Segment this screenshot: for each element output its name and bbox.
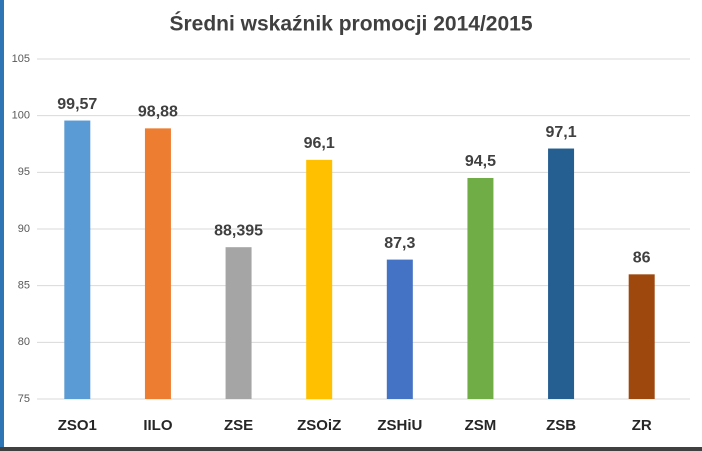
value-label: 98,88	[138, 104, 178, 121]
x-tick-label: IILO	[143, 417, 172, 434]
bar	[306, 159, 333, 399]
x-tick-label: ZSM	[465, 417, 497, 434]
value-label: 96,1	[304, 135, 335, 152]
value-label: 88,395	[214, 222, 263, 239]
frame-edge	[0, 447, 702, 451]
y-tick-label: 85	[18, 280, 30, 292]
bar	[225, 247, 252, 399]
bar	[144, 128, 171, 400]
x-tick-label: ZSE	[224, 417, 253, 434]
y-tick-label: 95	[18, 166, 30, 178]
bar	[628, 274, 655, 399]
x-tick-label: ZSHiU	[377, 417, 422, 434]
value-label: 94,5	[465, 153, 496, 170]
y-tick-label: 105	[12, 53, 30, 65]
x-tick-label: ZR	[632, 417, 652, 434]
y-tick-label: 90	[18, 223, 30, 235]
bar	[64, 120, 91, 399]
y-tick-label: 80	[18, 336, 30, 348]
value-label: 87,3	[384, 235, 415, 252]
value-label: 86	[633, 250, 651, 267]
bar	[467, 178, 494, 399]
bar	[548, 148, 575, 399]
frame-edge	[0, 0, 4, 451]
x-tick-label: ZSOiZ	[297, 417, 341, 434]
x-tick-label: ZSB	[546, 417, 576, 434]
bar	[386, 259, 413, 399]
y-tick-label: 75	[18, 393, 30, 405]
y-tick-label: 100	[12, 110, 30, 122]
chart-title: Średni wskaźnik promocji 2014/2015	[169, 12, 532, 36]
x-tick-label: ZSO1	[58, 417, 97, 434]
value-label: 99,57	[57, 96, 97, 113]
value-label: 97,1	[545, 124, 576, 141]
